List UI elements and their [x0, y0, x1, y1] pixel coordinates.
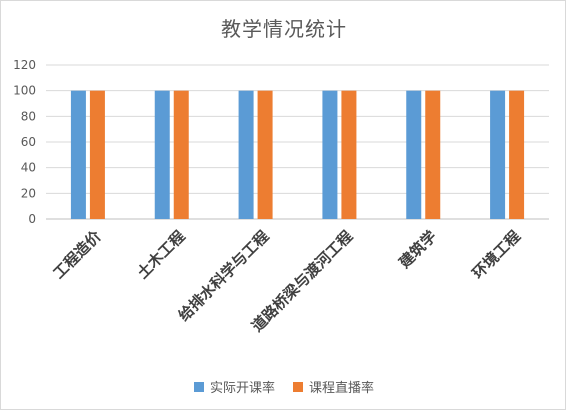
legend-swatch-live [293, 381, 303, 392]
y-tick-label: 0 [28, 212, 36, 226]
legend-item-actual: 实际开课率 [193, 377, 275, 396]
x-tick-label: 建筑学 [396, 227, 441, 272]
y-tick-label: 100 [13, 84, 36, 98]
legend-label-actual: 实际开课率 [209, 381, 275, 396]
bar-live-0 [89, 90, 105, 220]
chart-legend: 实际开课率 课程直播率 [1, 377, 567, 396]
y-tick-label: 60 [21, 135, 36, 149]
y-tick-label: 120 [13, 58, 36, 72]
legend-item-live: 课程直播率 [293, 377, 374, 396]
bar-live-3 [341, 90, 357, 220]
bar-actual-4 [406, 90, 422, 220]
x-tick-label: 工程造价 [50, 226, 106, 282]
y-tick-label: 80 [21, 109, 36, 123]
bar-live-5 [509, 90, 525, 220]
bar-actual-3 [322, 90, 338, 220]
bar-actual-5 [490, 90, 506, 220]
legend-label-live: 课程直播率 [309, 381, 375, 396]
bar-actual-2 [238, 90, 254, 220]
x-tick-label: 给排水科学与工程 [175, 227, 273, 325]
bar-live-2 [257, 90, 273, 220]
bar-actual-0 [70, 90, 86, 220]
y-tick-label: 40 [21, 161, 36, 175]
bar-live-4 [425, 90, 441, 220]
bar-actual-1 [154, 90, 170, 220]
bar-live-1 [173, 90, 189, 220]
x-tick-label: 环境工程 [469, 227, 524, 282]
x-tick-label: 土木工程 [133, 227, 188, 282]
legend-swatch-actual [193, 381, 204, 392]
chart-title: 教学情况统计 [221, 17, 347, 41]
y-tick-label: 20 [21, 186, 36, 200]
